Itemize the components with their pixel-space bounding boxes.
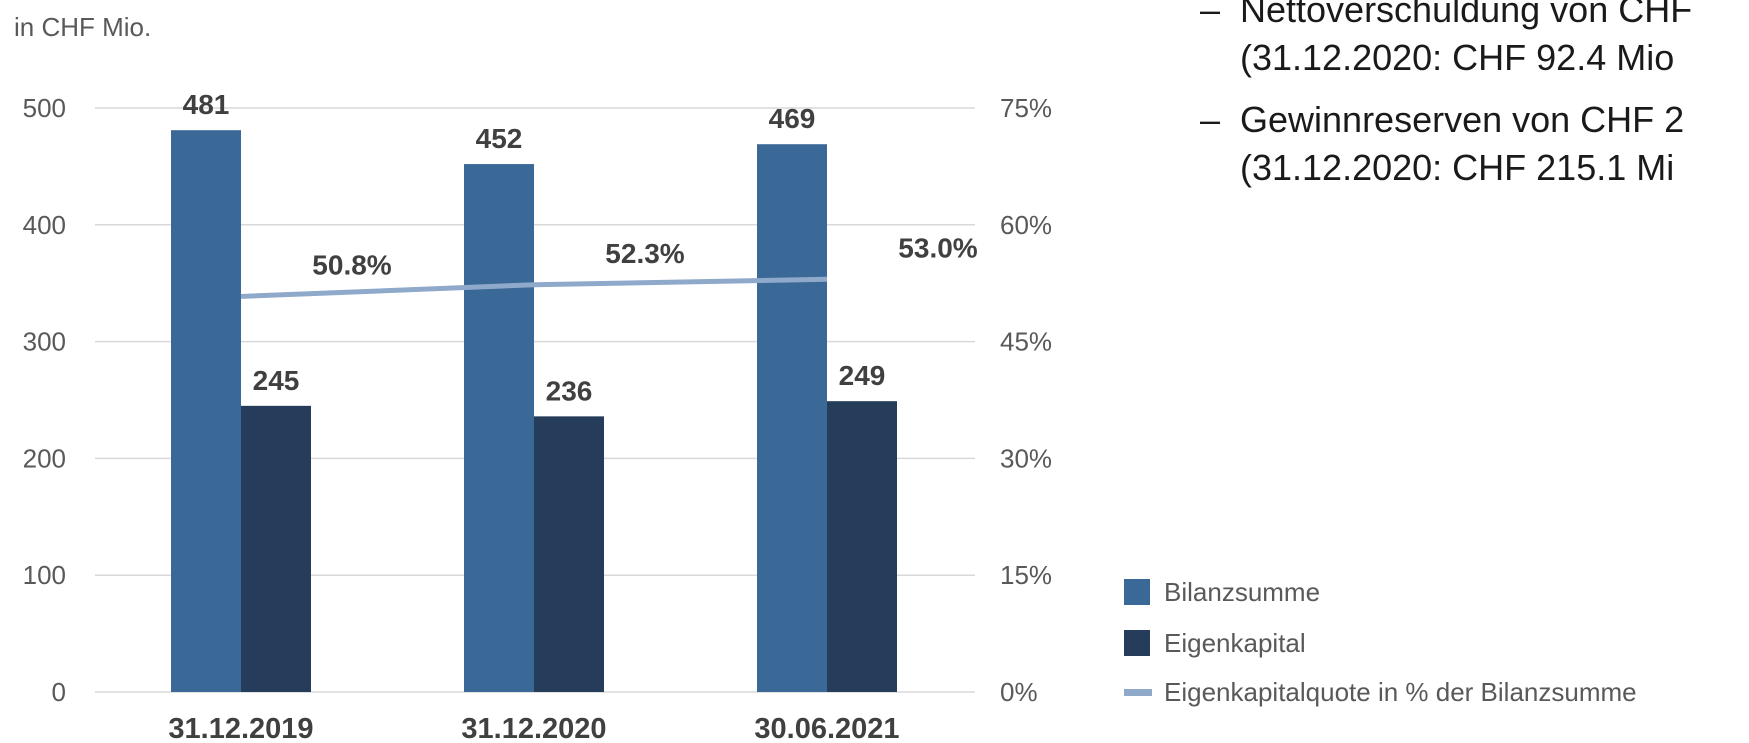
legend-line-swatch [1124,689,1152,696]
legend-swatch [1124,579,1150,605]
bullet-dash: – [1200,99,1221,140]
bullet-line: Gewinnreserven von CHF 2 [1240,99,1685,140]
bullet-line: (31.12.2020: CHF 215.1 Mi [1240,147,1675,188]
category-label: 31.12.2020 [461,713,606,743]
right-tick-label: 0% [1000,677,1038,707]
bullet-list: – Nettoverschuldung von CHF (31.12.2020:… [1200,0,1749,192]
data-label-bilanzsumme: 469 [769,103,816,134]
data-label-eigenkapital: 236 [546,375,593,406]
data-label-eigenkapital: 245 [253,365,300,396]
bullet-line: Nettoverschuldung von CHF [1240,0,1693,30]
data-labels: 481 245 50.8% 452 236 52.3% 469 249 53.0% [183,89,978,406]
bar-bilanzsumme [171,130,241,692]
bar-eigenkapital [534,416,604,692]
right-axis-ticks: 0% 15% 30% 45% 60% 75% [1000,93,1052,707]
quote-line-group [240,276,828,299]
category-label: 30.06.2021 [754,713,899,743]
legend-label: Eigenkapitalquote in % der Bilanzsumme [1164,677,1637,707]
right-tick-label: 30% [1000,443,1052,473]
bar-eigenkapital [827,401,897,692]
left-tick-label: 400 [23,210,66,240]
bullet-item: – Nettoverschuldung von CHF (31.12.2020:… [1200,0,1749,82]
legend-label: Bilanzsumme [1164,577,1320,607]
bars [171,130,897,693]
data-label-eigenkapital: 249 [839,360,886,391]
data-label-bilanzsumme: 481 [183,89,230,120]
bar-eigenkapital [241,405,311,692]
data-label-bilanzsumme: 452 [476,123,523,154]
left-tick-label: 0 [52,677,66,707]
left-tick-label: 200 [23,443,66,473]
bar-bilanzsumme [464,164,534,693]
bullet-item: – Gewinnreserven von CHF 2 (31.12.2020: … [1200,96,1749,192]
left-axis-ticks: 0 100 200 300 400 500 [23,93,66,707]
right-tick-label: 45% [1000,327,1052,357]
category-label: 31.12.2019 [168,713,313,743]
left-tick-label: 100 [23,560,66,590]
left-tick-label: 500 [23,93,66,123]
bullet-line: (31.12.2020: CHF 92.4 Mio [1240,37,1675,78]
bar-bilanzsumme [757,144,827,692]
data-label-quote: 50.8% [312,249,391,280]
left-tick-label: 300 [23,327,66,357]
data-label-quote: 53.0% [898,232,977,263]
category-labels: 31.12.2019 31.12.2020 30.06.2021 [168,713,899,743]
legend-swatch [1124,630,1150,656]
bullet-dash: – [1200,0,1221,30]
legend-label: Eigenkapital [1164,628,1306,658]
quote-line [240,276,828,299]
unit-label: in CHF Mio. [14,12,152,42]
right-tick-label: 60% [1000,210,1052,240]
legend: Bilanzsumme Eigenkapital Eigenkapitalquote… [1124,577,1637,707]
right-tick-label: 15% [1000,560,1052,590]
right-tick-label: 75% [1000,93,1052,123]
data-label-quote: 52.3% [605,238,684,269]
